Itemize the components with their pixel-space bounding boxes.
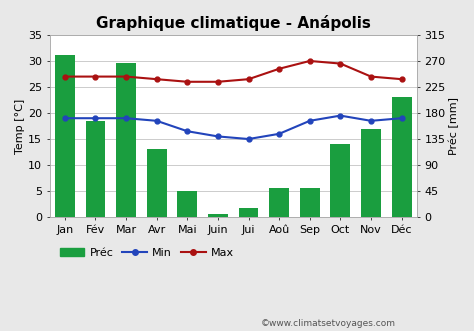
Bar — [269, 188, 289, 217]
Title: Graphique climatique - Anápolis: Graphique climatique - Anápolis — [96, 15, 371, 31]
Bar — [177, 191, 197, 217]
Bar — [300, 188, 320, 217]
Bar — [238, 208, 258, 217]
Bar — [55, 55, 75, 217]
Y-axis label: Préc [mm]: Préc [mm] — [448, 97, 459, 155]
Bar — [392, 97, 411, 217]
Bar — [208, 213, 228, 217]
Bar — [116, 63, 136, 217]
Y-axis label: Temp [°C]: Temp [°C] — [15, 98, 25, 154]
Legend: Préc, Min, Max: Préc, Min, Max — [55, 244, 238, 262]
Bar — [147, 149, 167, 217]
Bar — [330, 144, 350, 217]
Bar — [361, 129, 381, 217]
Text: ©www.climatsetvoyages.com: ©www.climatsetvoyages.com — [261, 319, 396, 328]
Bar — [85, 120, 105, 217]
